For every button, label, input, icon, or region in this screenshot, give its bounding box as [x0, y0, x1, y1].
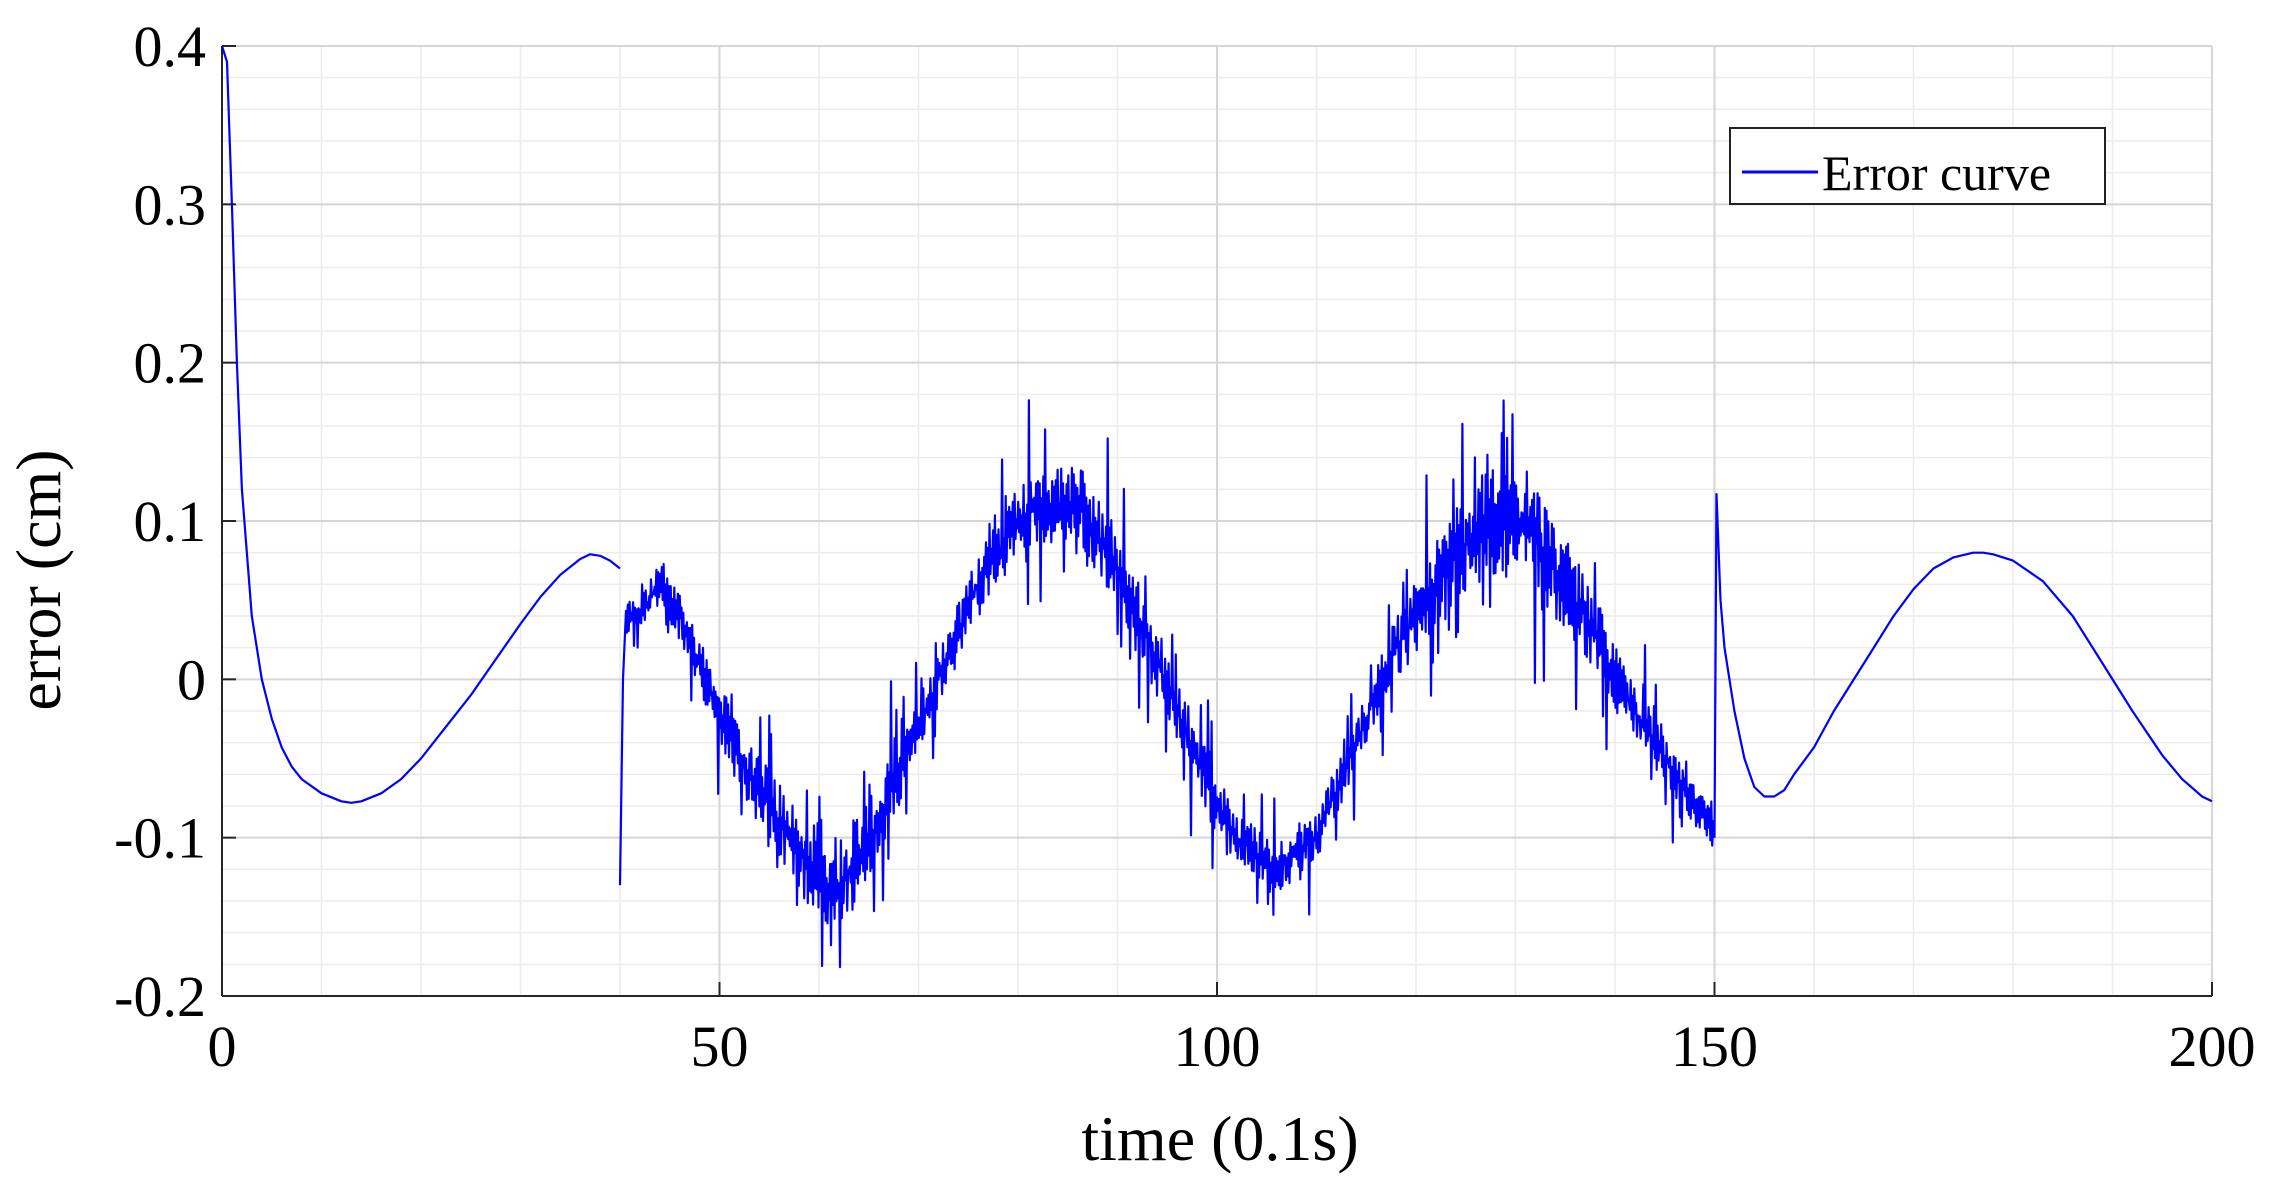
y-tick-label: 0 [177, 647, 206, 712]
x-tick-label: 0 [208, 1014, 237, 1079]
y-tick-label: 0.1 [134, 489, 207, 554]
y-tick-label: -0.2 [114, 964, 206, 1029]
x-tick-label: 50 [691, 1014, 749, 1079]
series [220, 45, 2213, 969]
x-tick-label: 200 [2169, 1014, 2256, 1079]
y-tick-label: -0.1 [114, 806, 206, 871]
error-curve-line [618, 399, 1716, 969]
axes [221, 45, 2213, 997]
x-axis-title: time (0.1s) [1081, 1103, 1358, 1174]
legend-box [1729, 127, 2106, 205]
error-curve-line [1713, 493, 2213, 838]
legend: Error curve [1729, 127, 2106, 205]
y-tick-label: 0.3 [134, 172, 207, 237]
y-axis-title: error (cm) [3, 449, 74, 710]
legend-label: Error curve [1822, 145, 2051, 201]
y-tick-label: 0.2 [134, 331, 207, 396]
x-tick-label: 150 [1671, 1014, 1758, 1079]
error-curve-line [220, 45, 621, 804]
tick-labels: 0 50 100 150 200 -0.2 -0.1 0 0.1 0.2 0.3 0.4 [114, 14, 2255, 1079]
x-tick-label: 100 [1174, 1014, 1261, 1079]
y-tick-label: 0.4 [134, 14, 207, 79]
